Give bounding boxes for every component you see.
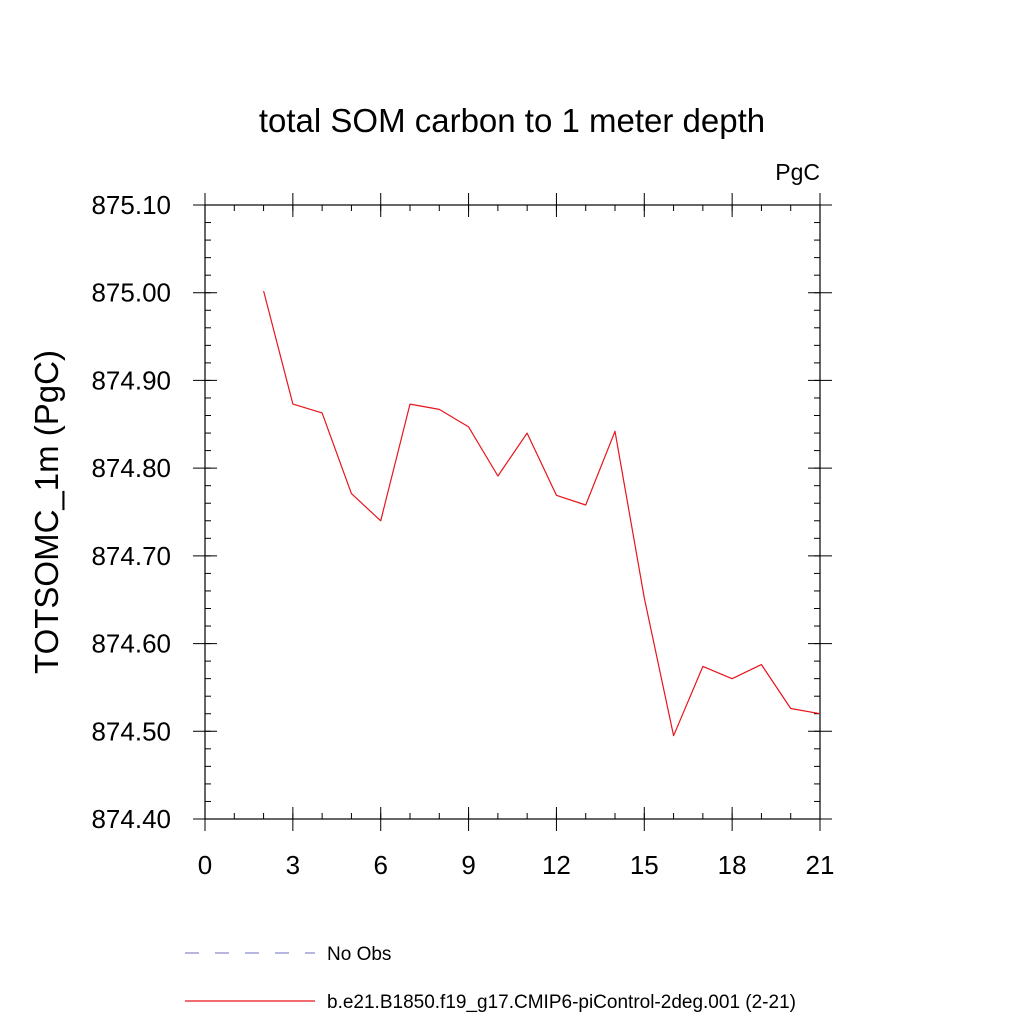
plot-frame xyxy=(204,204,821,820)
x-tick-label: 21 xyxy=(806,850,835,880)
y-axis-label: TOTSOMC_1m (PgC) xyxy=(28,350,65,674)
x-tick-labels: 0 3 6 9 12 15 18 21 xyxy=(198,850,835,880)
units-label: PgC xyxy=(775,159,820,185)
y-tick-labels: 874.40 874.50 874.60 874.70 874.80 874.90 875.… xyxy=(91,190,171,834)
x-tick-label: 9 xyxy=(461,850,475,880)
legend-label: b.e21.B1850.f19_g17.CMIP6-piControl-2deg… xyxy=(327,992,796,1013)
y-tick-label: 874.80 xyxy=(91,453,171,483)
y-tick-label: 875.00 xyxy=(91,278,171,308)
legend: No Obs b.e21.B1850.f19_g17.CMIP6-piContro… xyxy=(185,944,796,1013)
chart-title: total SOM carbon to 1 meter depth xyxy=(259,102,765,139)
y-tick-label: 874.60 xyxy=(91,629,171,659)
axis-ticks xyxy=(193,193,832,831)
x-tick-label: 0 xyxy=(198,850,212,880)
y-tick-label: 874.90 xyxy=(91,365,171,395)
legend-label: No Obs xyxy=(327,944,391,965)
x-tick-label: 3 xyxy=(286,850,300,880)
y-tick-label: 874.40 xyxy=(91,804,171,834)
y-tick-label: 874.50 xyxy=(91,716,171,746)
x-tick-label: 12 xyxy=(542,850,571,880)
y-tick-label: 874.70 xyxy=(91,541,171,571)
x-tick-label: 6 xyxy=(373,850,387,880)
series-line xyxy=(263,290,821,737)
series-layer xyxy=(263,290,821,737)
x-tick-label: 18 xyxy=(718,850,747,880)
x-tick-label: 15 xyxy=(630,850,659,880)
y-tick-label: 875.10 xyxy=(91,190,171,220)
